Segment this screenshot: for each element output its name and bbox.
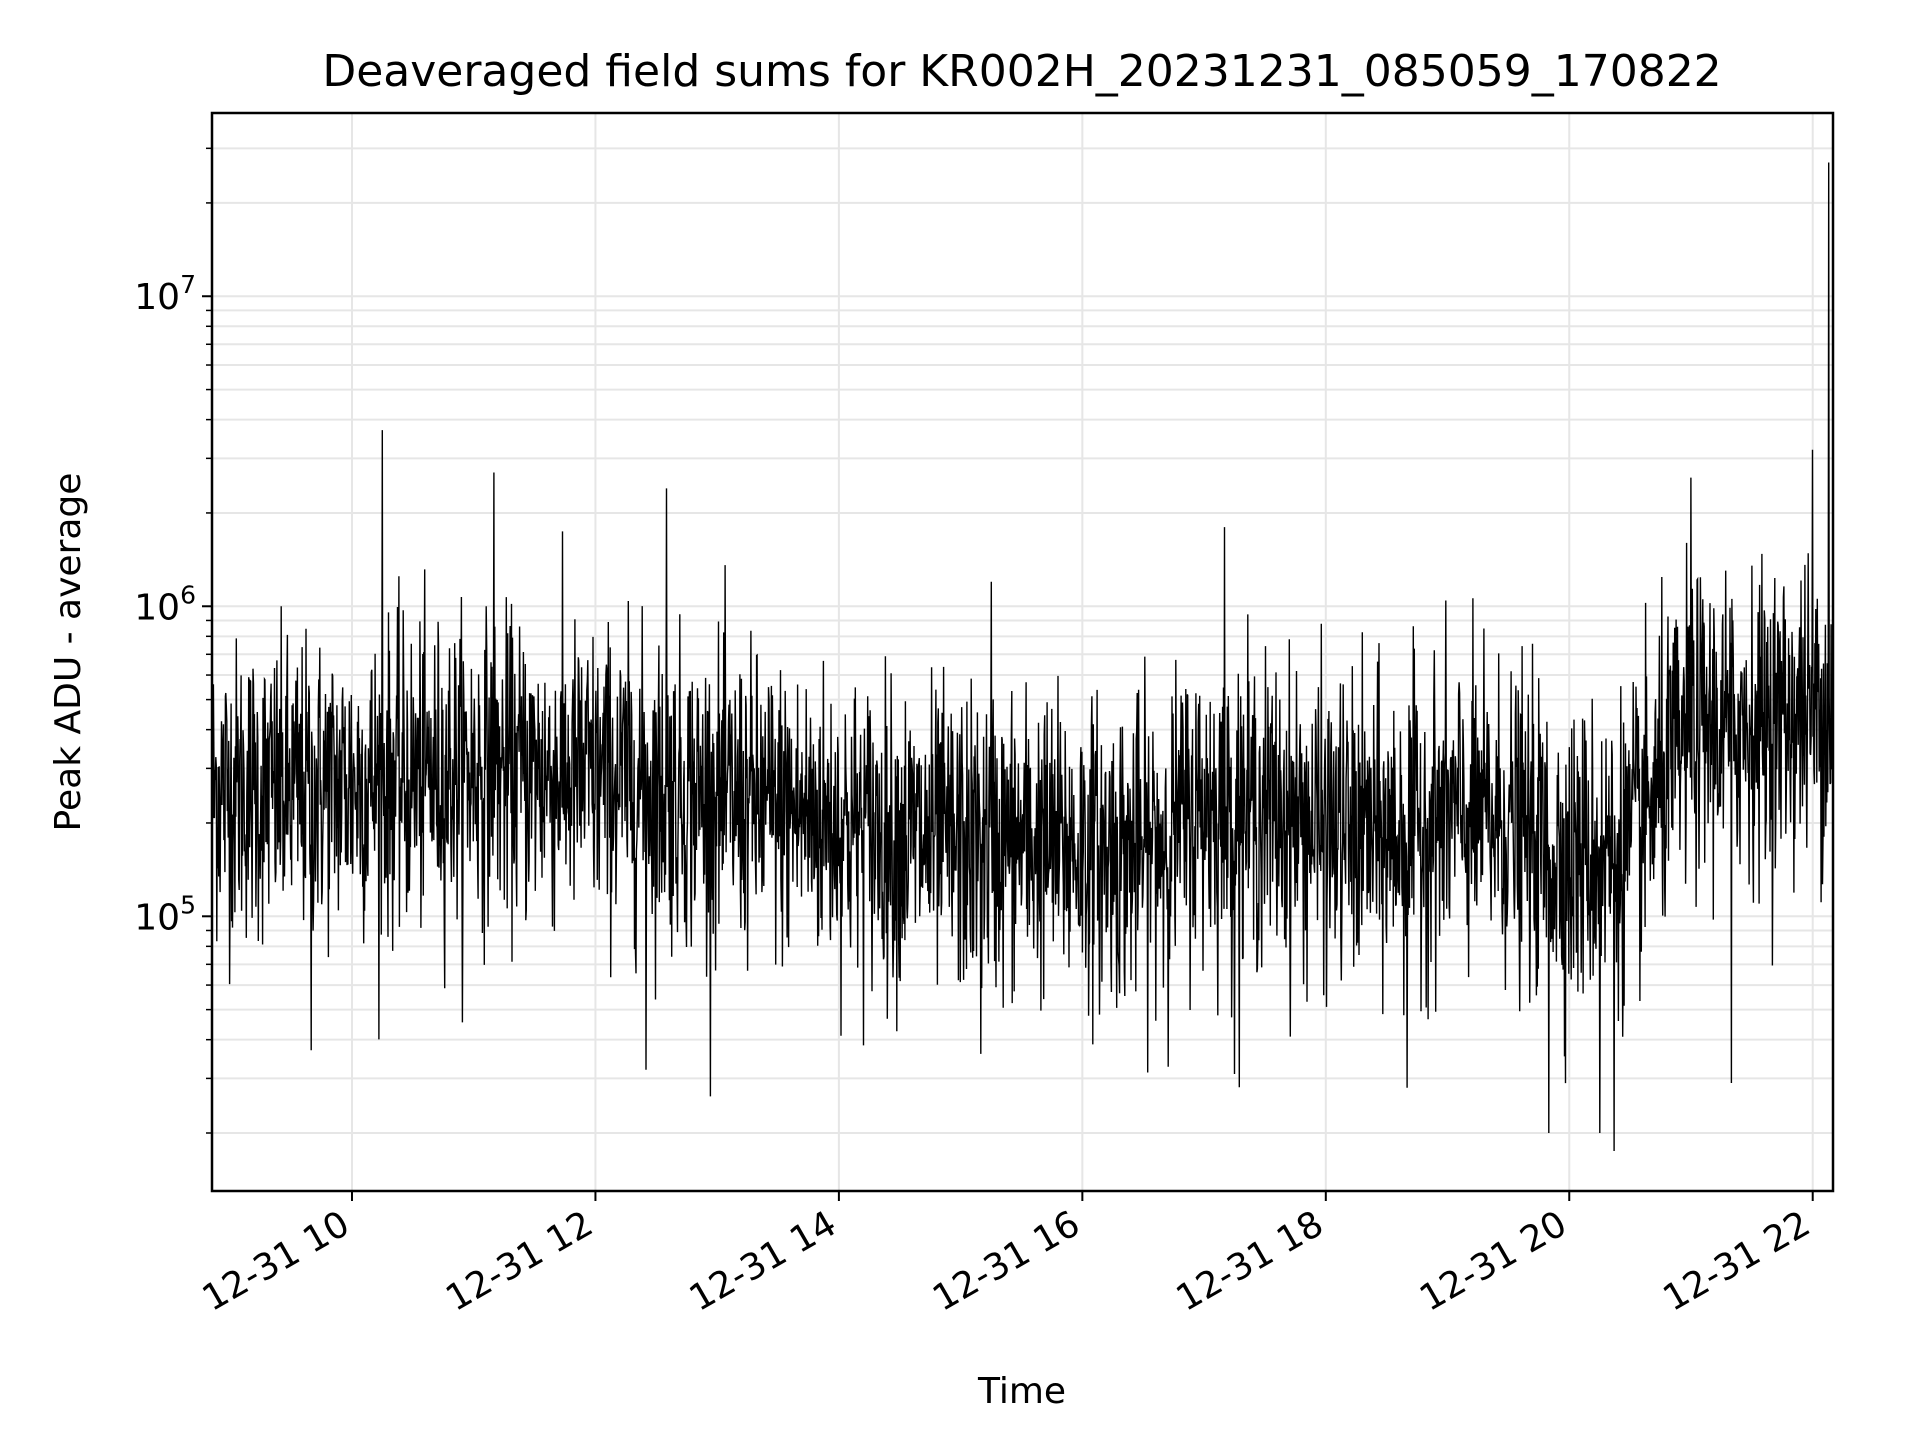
y-axis-label: Peak ADU - average [48,473,89,832]
x-axis-label: Time [977,1371,1066,1412]
y-axis-ticks: 105 106 107 [134,270,212,938]
plot-background [212,113,1833,1191]
series-line [212,162,1833,1152]
plot-frame [210,111,1835,1193]
y-tick-label: 105 [134,890,196,938]
y-tick-label: 107 [134,270,196,318]
y-tick-label: 106 [134,580,196,628]
chart-title: Deaveraged field sums for KR002H_2023123… [322,46,1721,97]
